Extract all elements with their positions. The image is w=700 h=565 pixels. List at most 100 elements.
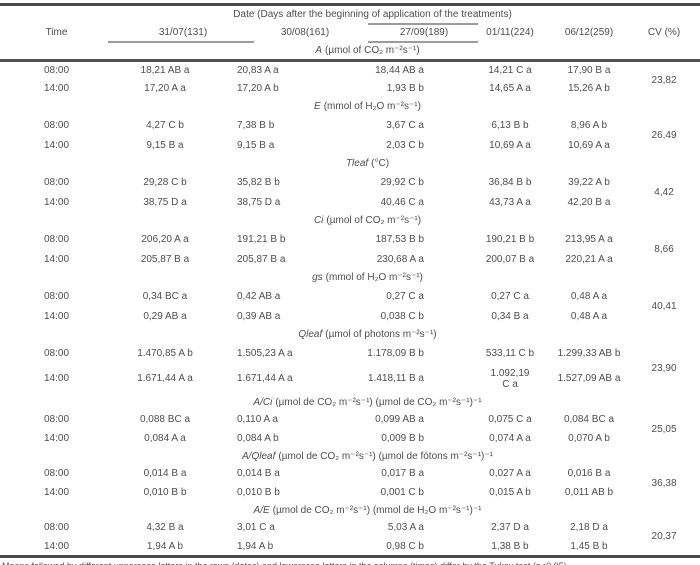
value-cell: 191,21 B b: [237, 233, 286, 245]
value-cell: 0,48 A a: [570, 290, 608, 302]
title-spacer-right: [628, 270, 700, 287]
value-cell: 6,13 B b: [491, 119, 529, 131]
section-title: A/Qleaf (µmol de CO₂ m⁻²s⁻¹) (µmol de fót…: [95, 449, 628, 465]
value-cell: 29,28 C b: [143, 176, 187, 188]
variable-section: A/Ci (µmol de CO₂ m⁻²s⁻¹) (µmol de CO₂ m⁻…: [0, 395, 700, 449]
time-cell: 14:00: [43, 83, 70, 95]
value-cell: 1,38 B b: [491, 540, 529, 552]
value-cell: 0,27 C a: [386, 290, 424, 302]
value-cell: 1.671,44 A a: [137, 373, 193, 385]
date-spanner-header: Date (Days after the beginning of applic…: [233, 9, 512, 20]
value-cell: 0,42 AB a: [237, 290, 281, 302]
section-title: Ci (µmol of CO₂ m⁻²s⁻¹): [95, 213, 628, 230]
title-spacer-left: [0, 449, 95, 465]
time-cell: 14:00: [43, 253, 70, 265]
value-cell: 39,22 A b: [568, 176, 610, 188]
title-spacer-left: [0, 327, 95, 344]
value-cell: 0,001 C b: [380, 487, 424, 499]
header-underline-date-1: [108, 41, 254, 43]
variable-name: A/Qleaf: [242, 450, 276, 462]
value-cell: 3,01 C a: [237, 522, 275, 534]
cv-cell: 26,49: [651, 129, 677, 141]
value-cell: 1.299,33 AB b: [557, 347, 621, 359]
variable-name: A/Ci: [253, 396, 273, 408]
title-spacer-left: [0, 213, 95, 230]
value-cell: 0,027 A a: [489, 468, 531, 480]
value-cell: 0,075 C a: [488, 414, 532, 426]
column-header-date-4: 01/11(224): [486, 27, 534, 39]
value-cell: 0,070 A b: [568, 433, 610, 445]
cv-cell: 23,82: [651, 74, 677, 86]
time-cell: 08:00: [43, 65, 70, 76]
value-cell: 1.470,85 A b: [137, 347, 193, 359]
header-overline-date-3: [368, 23, 478, 25]
table-header: Date (Days after the beginning of applic…: [0, 5, 700, 43]
value-cell: 14,21 C a: [488, 65, 532, 76]
value-cell: 7,38 B b: [237, 119, 275, 131]
variable-unit: (µmol of photons m⁻²s⁻¹): [325, 329, 437, 341]
value-cell: 187,53 B b: [375, 233, 424, 245]
variable-name: E: [314, 101, 321, 113]
value-cell: 18,44 AB a: [375, 65, 424, 76]
variable-name: Qleaf: [298, 329, 323, 341]
value-cell: 0,038 C b: [380, 310, 424, 322]
variable-name: gs: [312, 272, 323, 284]
value-cell: 1.505,23 A a: [237, 347, 293, 359]
title-spacer-right: [628, 156, 700, 173]
variable-unit: (µmol of CO₂ m⁻²s⁻¹): [326, 215, 422, 227]
value-cell: 17,20 A a: [144, 83, 186, 95]
time-cell: 14:00: [43, 139, 70, 151]
value-cell: 43,73 A a: [489, 196, 531, 208]
variable-section: E (mmol of H₂O m⁻²s⁻¹) 08:00 4,27 C b 7,3…: [0, 99, 700, 156]
title-spacer-right: [628, 395, 700, 411]
value-cell: 15,26 A b: [568, 83, 610, 95]
variable-section: A/E (µmol de CO₂ m⁻²s⁻¹) (mmol de H₂O m⁻²…: [0, 503, 700, 557]
value-cell: 17,20 A b: [237, 83, 279, 95]
value-cell: 10,69 A a: [568, 139, 610, 151]
value-cell: 220,21 A a: [565, 253, 613, 265]
value-cell: 0,084 A b: [237, 433, 279, 445]
time-cell: 14:00: [43, 196, 70, 208]
value-cell: 14,65 A a: [489, 83, 531, 95]
section-title: Qleaf (µmol of photons m⁻²s⁻¹): [95, 327, 628, 344]
section-title: A/E (µmol de CO₂ m⁻²s⁻¹) (mmol de H₂O m⁻²…: [95, 503, 628, 519]
value-cell: 0,014 B a: [143, 468, 187, 480]
value-cell: 18,21 AB a: [140, 65, 190, 76]
value-cell: 0,009 B b: [381, 433, 424, 445]
variable-name: Tleaf: [345, 158, 369, 170]
title-spacer-right: [628, 213, 700, 230]
variable-name: A/E: [253, 504, 270, 516]
value-cell: 200,07 B a: [485, 253, 535, 265]
value-cell: 1.178,09 B b: [367, 347, 424, 359]
value-cell: 0,29 AB a: [143, 310, 187, 322]
title-spacer-right: [628, 503, 700, 519]
value-cell: 5,03 A a: [387, 522, 424, 534]
value-cell: 42,20 B a: [567, 196, 611, 208]
value-cell: 0,099 AB a: [375, 414, 424, 426]
time-cell: 14:00: [43, 310, 70, 322]
column-header-date-1: 31/07(131): [158, 27, 208, 39]
cv-cell: 20,37: [651, 531, 677, 542]
value-cell: 36,84 B b: [488, 176, 532, 188]
value-cell: 35,82 B b: [237, 176, 280, 188]
title-spacer-left: [0, 395, 95, 411]
variable-unit: (µmol de CO₂ m⁻²s⁻¹) (mmol de H₂O m⁻²s⁻¹…: [272, 504, 482, 516]
cv-cell: 4,42: [654, 186, 674, 198]
time-cell: 14:00: [43, 487, 70, 499]
value-cell: 230,68 A a: [376, 253, 424, 265]
value-cell: 0,34 BC a: [142, 290, 188, 302]
title-spacer-right: [628, 42, 700, 62]
variable-name: A: [315, 45, 323, 56]
variable-section: Tleaf (°C) 08:00 29,28 C b 35,82 B b 29,9…: [0, 156, 700, 213]
title-spacer-left: [0, 42, 95, 62]
variable-section: Ci (µmol of CO₂ m⁻²s⁻¹) 08:00 206,20 A a …: [0, 213, 700, 270]
section-title: A (µmol of CO₂ m⁻²s⁻¹): [95, 42, 628, 62]
value-cell: 0,010 B b: [237, 487, 280, 499]
cv-cell: 23,90: [651, 363, 677, 375]
value-cell: 38,75 D a: [237, 196, 281, 208]
title-spacer-left: [0, 99, 95, 116]
value-cell: 0,074 A a: [489, 433, 531, 445]
title-spacer-right: [628, 449, 700, 465]
cv-cell: 8,66: [654, 243, 674, 255]
